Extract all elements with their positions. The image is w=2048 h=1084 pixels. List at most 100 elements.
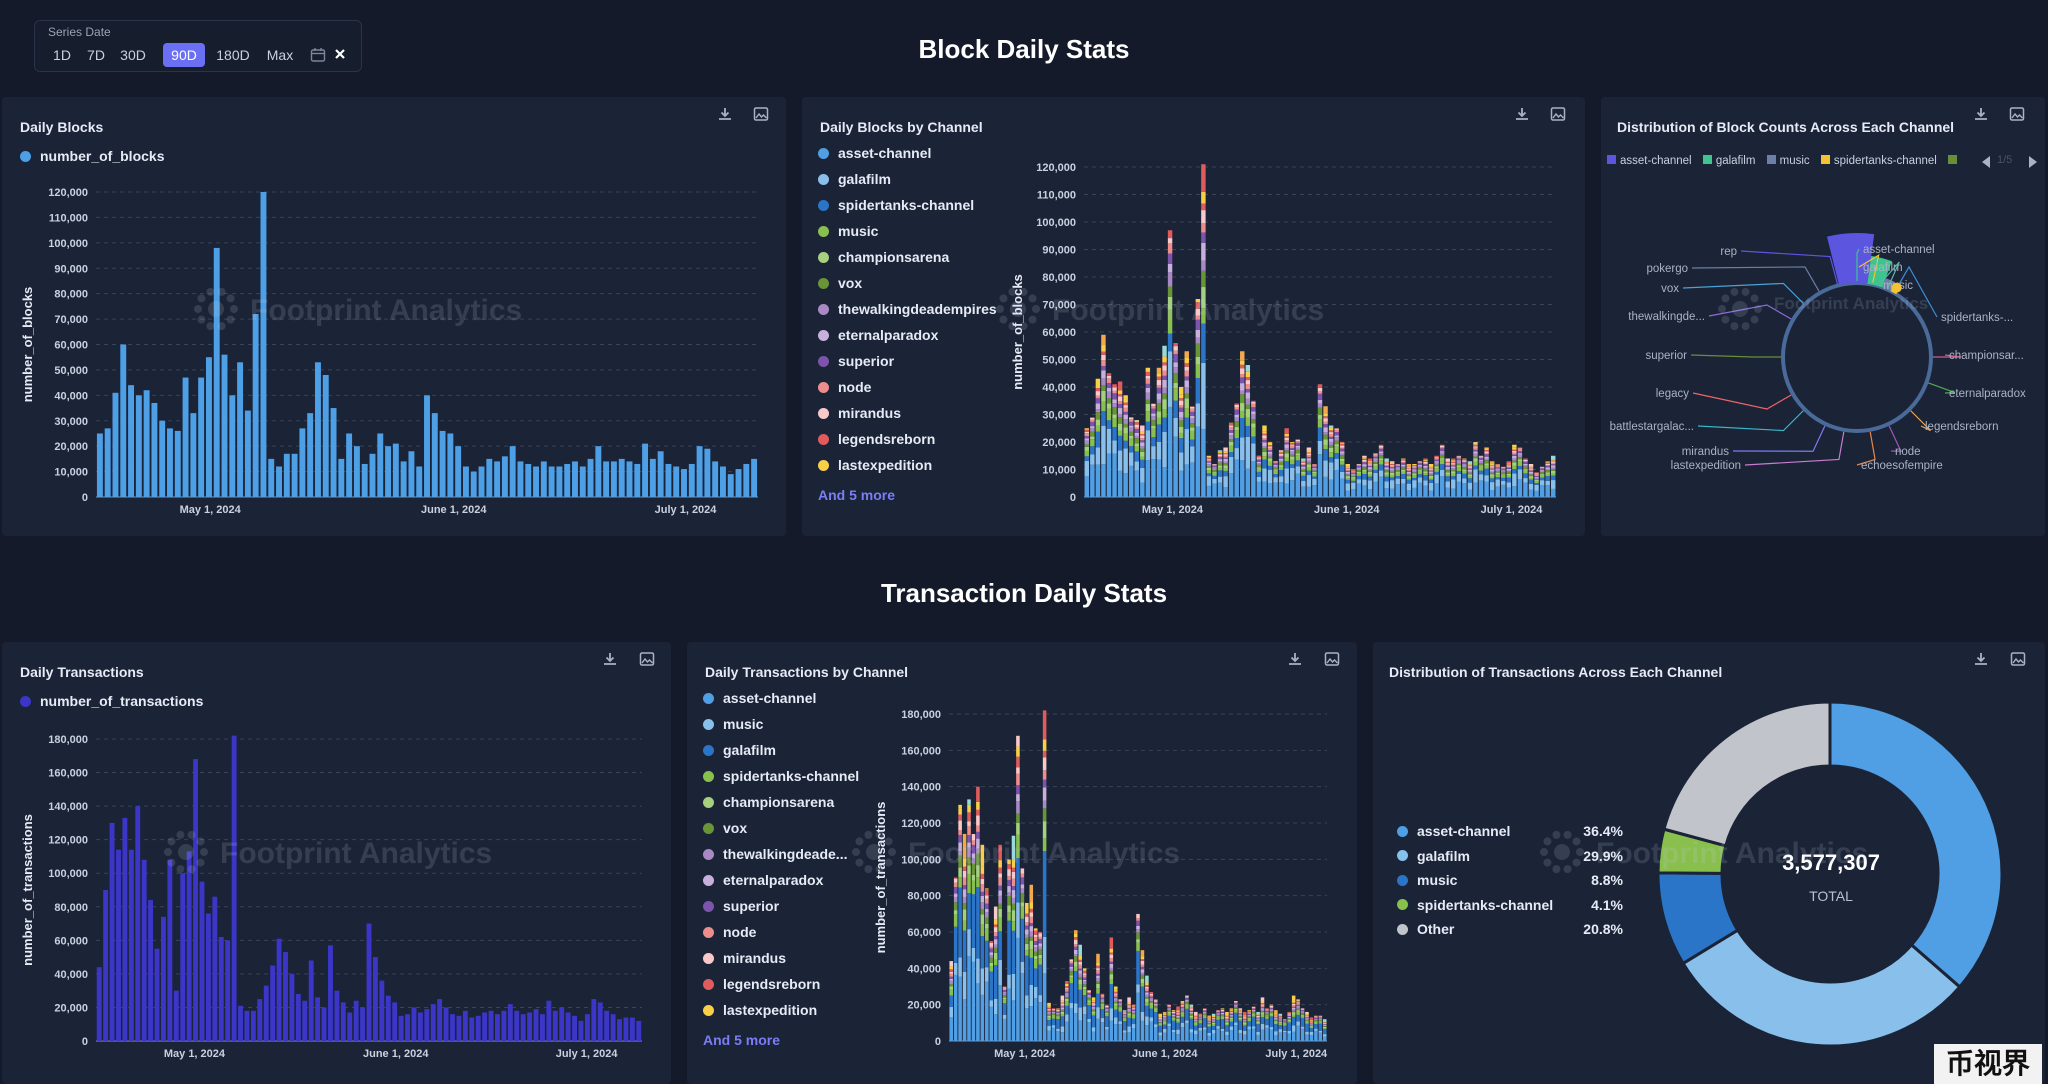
date-option-30d[interactable]: 30D (120, 47, 146, 63)
transaction-section-title: Transaction Daily Stats (880, 578, 1168, 608)
legend-item[interactable]: superior (818, 353, 894, 369)
image-export-icon[interactable] (1321, 648, 1343, 670)
bar-segment (1047, 1011, 1051, 1013)
bar-segment (1047, 1009, 1051, 1012)
bar-segment (953, 877, 958, 879)
legend-item[interactable]: mirandus (818, 405, 901, 421)
legend-more-link[interactable]: And 5 more (703, 1032, 781, 1048)
image-export-icon[interactable] (2007, 648, 2029, 670)
bar-segment (1362, 467, 1367, 470)
bar-segment (1140, 442, 1145, 447)
legend-item[interactable]: championsarena (703, 794, 834, 810)
download-icon[interactable] (714, 103, 736, 125)
legend-item[interactable]: galafilm (1397, 848, 1470, 864)
legend-item[interactable]: galafilm (818, 171, 891, 187)
legend-item[interactable]: lastexpedition (703, 1002, 817, 1018)
download-icon[interactable] (1970, 103, 1992, 125)
bar-segment (1256, 1034, 1260, 1041)
legend-item[interactable]: node (703, 924, 756, 940)
date-option-90d[interactable]: 90D (163, 43, 205, 67)
bar-segment (1378, 470, 1384, 477)
bar-segment (1473, 446, 1478, 448)
bar-segment (1011, 921, 1016, 931)
legend-item[interactable]: spidertanks-channel (703, 768, 859, 784)
image-export-icon[interactable] (1547, 103, 1569, 125)
download-icon[interactable] (1511, 103, 1533, 125)
legend-item[interactable]: number_of_blocks (20, 148, 164, 164)
legend-item[interactable]: asset-channel (1397, 823, 1510, 839)
pie-legend-label[interactable]: asset-channel (1620, 155, 1692, 167)
legend-item[interactable]: Other (1397, 921, 1454, 937)
legend-item[interactable]: node (818, 379, 871, 395)
pie-legend-label[interactable]: spidertanks-channel (1833, 155, 1937, 167)
bar-segment (1002, 997, 1007, 1000)
legend-item[interactable]: music (703, 716, 763, 732)
legend-item[interactable]: eternalparadox (703, 872, 823, 888)
legend-item[interactable]: thewalkingdeade... (703, 846, 847, 862)
legend-item[interactable]: eternalparadox (818, 327, 938, 343)
bar-segment (1229, 1014, 1234, 1016)
legend-more-link[interactable]: And 5 more (818, 487, 896, 503)
bar-segment (1495, 469, 1500, 472)
legend-dot (818, 407, 829, 419)
legend-item[interactable]: spidertanks-channel (818, 197, 974, 213)
legend-item[interactable]: championsarena (818, 249, 949, 265)
image-export-icon[interactable] (636, 648, 658, 670)
bar-segment (1362, 462, 1367, 465)
bar-segment (1300, 1013, 1305, 1015)
legend-item[interactable]: legendsreborn (818, 431, 935, 447)
pie-legend-label[interactable]: music (1779, 155, 1810, 167)
bar-segment (1517, 478, 1523, 497)
bar-segment (1484, 454, 1489, 457)
bar-segment (1178, 417, 1184, 421)
legend-item[interactable]: spidertanks-channel (1397, 897, 1553, 913)
bar-segment (989, 952, 994, 956)
bar-segment (1278, 1020, 1283, 1022)
bar-segment (953, 910, 958, 915)
legend-item[interactable]: vox (703, 820, 747, 836)
legend-item[interactable]: vox (818, 275, 862, 291)
legend-item[interactable]: thewalkingdeadempires (818, 301, 997, 317)
bar-segment (1207, 1015, 1211, 1018)
download-icon[interactable] (1970, 648, 1992, 670)
bar-segment (998, 895, 1002, 904)
date-option-180d[interactable]: 180D (216, 47, 250, 63)
bar-segment (1184, 417, 1189, 430)
bar-segment (1247, 1012, 1251, 1014)
download-icon[interactable] (599, 648, 621, 670)
legend-item[interactable]: asset-channel (703, 690, 816, 706)
legend-item[interactable]: number_of_transactions (20, 693, 203, 709)
legend-item[interactable]: music (1397, 872, 1457, 888)
image-export-icon[interactable] (2006, 103, 2028, 125)
bar-segment (1362, 471, 1367, 474)
legend-item[interactable]: lastexpedition (818, 457, 932, 473)
chevron-left-icon[interactable] (1980, 155, 1992, 174)
bar-segment (1128, 465, 1134, 497)
bar (199, 881, 205, 1041)
bar-segment (1234, 409, 1239, 415)
image-export-icon[interactable] (750, 103, 772, 125)
series-date-filter: Series Date 1D 7D 30D 90D 180D Max (34, 20, 362, 72)
legend-item[interactable]: superior (703, 898, 779, 914)
chevron-right-icon[interactable] (2027, 155, 2039, 174)
legend-item[interactable]: music (818, 223, 878, 239)
bar-segment (1131, 1024, 1136, 1028)
bar-segment (1412, 487, 1417, 497)
date-option-1d[interactable]: 1D (53, 47, 71, 63)
legend-item[interactable]: legendsreborn (703, 976, 820, 992)
legend-item[interactable]: galafilm (703, 742, 776, 758)
download-icon[interactable] (1284, 648, 1306, 670)
bar-segment (1269, 1007, 1274, 1009)
date-option-7d[interactable]: 7D (87, 47, 105, 63)
close-icon[interactable] (333, 47, 347, 66)
bar-segment (1240, 383, 1245, 391)
pie-legend-label[interactable]: galafilm (1715, 155, 1756, 167)
legend-item[interactable]: mirandus (703, 950, 786, 966)
bar-segment (980, 873, 985, 879)
date-option-max[interactable]: Max (266, 47, 294, 63)
bar-segment (1489, 476, 1495, 479)
legend-item[interactable]: asset-channel (818, 145, 931, 161)
calendar-icon[interactable] (310, 47, 326, 68)
bar-segment (1096, 988, 1100, 994)
bar-segment (1025, 995, 1029, 1009)
